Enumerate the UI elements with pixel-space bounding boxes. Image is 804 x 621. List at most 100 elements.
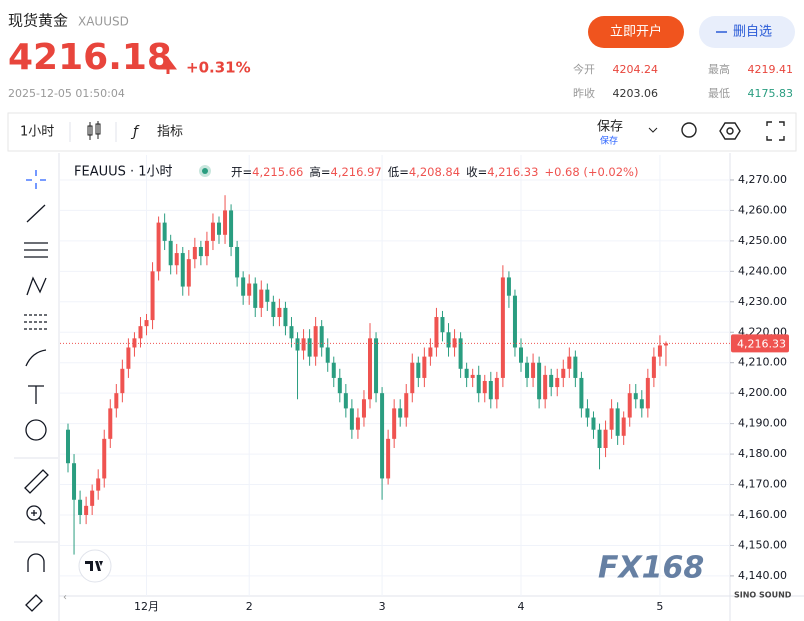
save[interactable]: 保存 bbox=[597, 120, 623, 135]
legend-values: 开=4,215.66 高=4,216.97 低=4,208.84 收=4,216.33… bbox=[231, 165, 638, 179]
timestamp: 2025-12-05 01:50:04 bbox=[8, 87, 125, 100]
stat-value: 4175.83 bbox=[748, 87, 794, 100]
y-tick-label: 4,180.00 bbox=[738, 447, 787, 460]
candle-body bbox=[102, 438, 107, 479]
candle-body bbox=[458, 338, 463, 369]
symbol: XAUUSD bbox=[78, 15, 129, 29]
candle-body bbox=[180, 253, 185, 287]
candle-body bbox=[259, 289, 264, 308]
candle-body bbox=[253, 283, 258, 308]
y-tick-label: 4,250.00 bbox=[738, 234, 787, 247]
settings-icon[interactable] bbox=[719, 122, 741, 140]
lock-tool[interactable] bbox=[25, 594, 43, 612]
candle-body bbox=[428, 347, 433, 357]
y-tick-label: 4,210.00 bbox=[738, 356, 787, 369]
candle-body bbox=[494, 377, 499, 400]
candle-body bbox=[247, 283, 252, 296]
y-tick-label: 4,140.00 bbox=[738, 569, 787, 582]
stat-value: 4204.24 bbox=[613, 63, 659, 76]
candle-body bbox=[301, 338, 306, 351]
candle-body bbox=[609, 408, 614, 430]
magnet-tool[interactable] bbox=[27, 553, 45, 572]
watermark-sub: SINO SOUND bbox=[734, 591, 792, 600]
stat-value: 4219.41 bbox=[748, 63, 794, 76]
settings-dot bbox=[726, 127, 734, 135]
x-tick-label: 2 bbox=[246, 600, 253, 613]
candle-body bbox=[289, 326, 294, 339]
chevron[interactable] bbox=[648, 127, 658, 133]
candle-body bbox=[186, 259, 191, 287]
candle-body bbox=[525, 362, 530, 378]
candle-body bbox=[633, 393, 638, 400]
candle-body bbox=[392, 408, 397, 439]
open-account-label[interactable]: 立即开户 bbox=[610, 24, 662, 40]
remove-watchlist-label[interactable]: 删自选 bbox=[733, 25, 772, 40]
stat-label: 最低 bbox=[708, 87, 730, 100]
candle-body bbox=[506, 277, 511, 296]
candle-body bbox=[168, 240, 173, 266]
candle-body bbox=[561, 368, 566, 378]
emoji-tool[interactable] bbox=[25, 419, 47, 441]
price: 4216.18 bbox=[8, 37, 172, 78]
y-tick-label: 4,190.00 bbox=[738, 417, 787, 430]
candle-body bbox=[488, 380, 493, 400]
candle-body bbox=[452, 338, 457, 348]
candle-body bbox=[368, 338, 372, 400]
candle-body bbox=[319, 326, 324, 348]
candle-body bbox=[337, 377, 342, 394]
price-tag-label: 4,216.33 bbox=[737, 337, 786, 350]
interval[interactable]: 1小时 bbox=[20, 125, 54, 140]
candle-body bbox=[531, 362, 536, 378]
zoom-tool-detail bbox=[31, 510, 46, 525]
candle-body bbox=[500, 277, 505, 378]
remove-watchlist-button[interactable] bbox=[699, 16, 795, 48]
snapshot-icon[interactable] bbox=[681, 122, 697, 138]
candle-body bbox=[416, 362, 421, 378]
candle-body bbox=[84, 505, 89, 515]
legend-label: 高= bbox=[309, 165, 330, 179]
brush-tool[interactable] bbox=[25, 349, 47, 367]
candle-body bbox=[265, 289, 270, 302]
collapse-button[interactable]: ‹ bbox=[63, 592, 67, 603]
crosshair-tool[interactable] bbox=[26, 170, 46, 189]
candle-body bbox=[241, 277, 246, 296]
projection-tool[interactable] bbox=[24, 314, 48, 330]
fullscreen-icon[interactable] bbox=[766, 121, 785, 141]
candle-body bbox=[361, 399, 366, 418]
candle-icon[interactable] bbox=[87, 121, 101, 140]
candle-body bbox=[386, 438, 391, 479]
pattern-tool[interactable] bbox=[26, 276, 47, 296]
indicators[interactable]: 指标 bbox=[157, 125, 183, 140]
stat-label: 昨收 bbox=[573, 86, 595, 100]
y-tick-label: 4,240.00 bbox=[738, 264, 787, 277]
candle-body bbox=[114, 393, 119, 409]
open-account-button[interactable] bbox=[588, 16, 684, 48]
legend-symbol: FEAUUS · 1小时 bbox=[74, 165, 173, 180]
tv-logo[interactable] bbox=[78, 549, 112, 583]
x-tick-label: 4 bbox=[518, 600, 525, 613]
fx-icon[interactable]: ƒ bbox=[130, 124, 140, 140]
candle-body bbox=[591, 417, 596, 430]
candle-body bbox=[174, 253, 179, 266]
stat-label: 今开 bbox=[573, 62, 595, 76]
text-tool[interactable] bbox=[28, 385, 44, 404]
trendline-tool[interactable] bbox=[26, 204, 46, 223]
candle-body bbox=[663, 343, 668, 346]
tv-logo-mark bbox=[85, 561, 103, 571]
candle-body bbox=[229, 210, 234, 247]
candle-body bbox=[277, 307, 282, 318]
candle-body bbox=[78, 499, 83, 515]
candle-body bbox=[627, 393, 632, 418]
candle-body bbox=[579, 377, 584, 409]
candle-body bbox=[156, 222, 161, 272]
candle-body bbox=[313, 326, 318, 357]
candle-body bbox=[150, 271, 155, 321]
fib-tool[interactable] bbox=[24, 242, 48, 258]
candle-body bbox=[307, 338, 312, 357]
candle-body bbox=[567, 356, 572, 369]
ruler-tool[interactable] bbox=[24, 469, 49, 494]
y-tick-label: 4,160.00 bbox=[738, 508, 787, 521]
candle-body bbox=[66, 429, 70, 464]
candle-body bbox=[422, 356, 427, 378]
zoom-tool[interactable] bbox=[26, 505, 42, 521]
